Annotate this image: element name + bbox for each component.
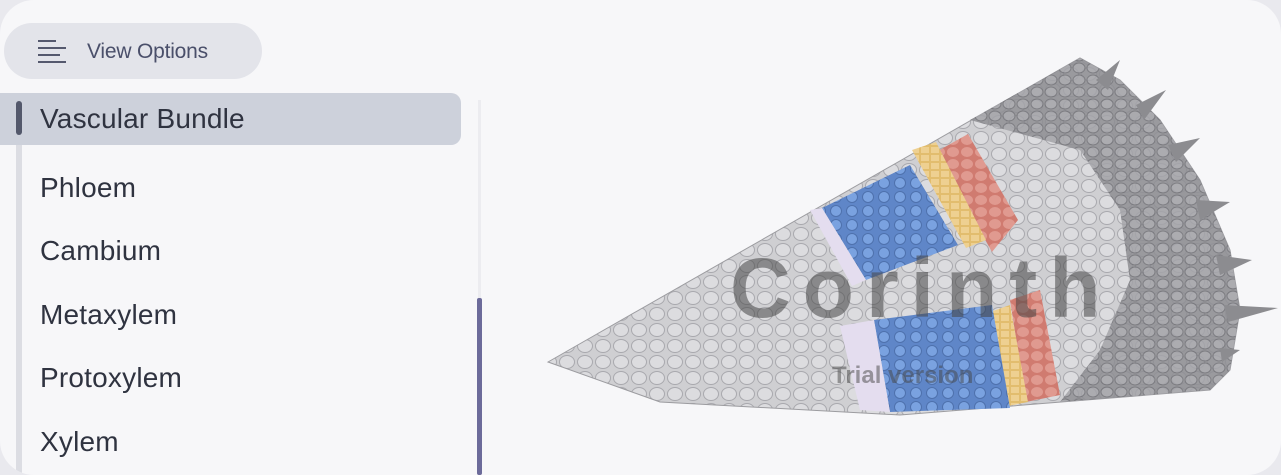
- layer-item-cambium[interactable]: Cambium: [0, 220, 470, 284]
- layer-item-vascular-bundle[interactable]: Vascular Bundle: [0, 93, 461, 145]
- scrollbar-track[interactable]: [478, 100, 481, 475]
- layer-item-label: Phloem: [40, 171, 137, 203]
- layer-item-xylem[interactable]: Xylem: [0, 410, 470, 474]
- lower-cambium-band: [990, 305, 1028, 406]
- upper-phloem-band: [936, 134, 1018, 252]
- model-viewport[interactable]: [540, 50, 1281, 475]
- lower-xylem-cells: [874, 305, 1010, 412]
- upper-xylem-cells: [822, 165, 958, 280]
- layer-item-label: Protoxylem: [40, 362, 183, 394]
- upper-protoxylem-halo: [810, 208, 866, 286]
- layer-item-label: Metaxylem: [40, 298, 178, 330]
- lower-protoxylem-halo: [840, 320, 890, 412]
- selection-marker: [16, 101, 22, 135]
- layer-item-label: Vascular Bundle: [40, 103, 245, 134]
- list-lines-icon: [38, 40, 66, 63]
- view-options-label: View Options: [87, 40, 208, 63]
- list-track: [16, 93, 22, 475]
- layer-item-metaxylem[interactable]: Metaxylem: [0, 283, 470, 347]
- layer-item-label: Xylem: [40, 425, 119, 457]
- view-options-button[interactable]: View Options: [4, 23, 262, 79]
- upper-cambium-band: [912, 142, 986, 248]
- layer-item-label: Cambium: [40, 235, 162, 267]
- scrollbar-thumb[interactable]: [477, 298, 482, 475]
- epidermis-ring: [970, 58, 1240, 402]
- layer-item-protoxylem[interactable]: Protoxylem: [0, 347, 470, 411]
- watermark-subtitle: Trial version: [832, 362, 974, 389]
- trichome-spikes: [1096, 60, 1278, 362]
- watermark-logo: Corinth: [730, 241, 1113, 335]
- layer-item-phloem[interactable]: Phloem: [0, 156, 470, 220]
- layer-list: Vascular Bundle Phloem Cambium Metaxylem…: [0, 93, 470, 474]
